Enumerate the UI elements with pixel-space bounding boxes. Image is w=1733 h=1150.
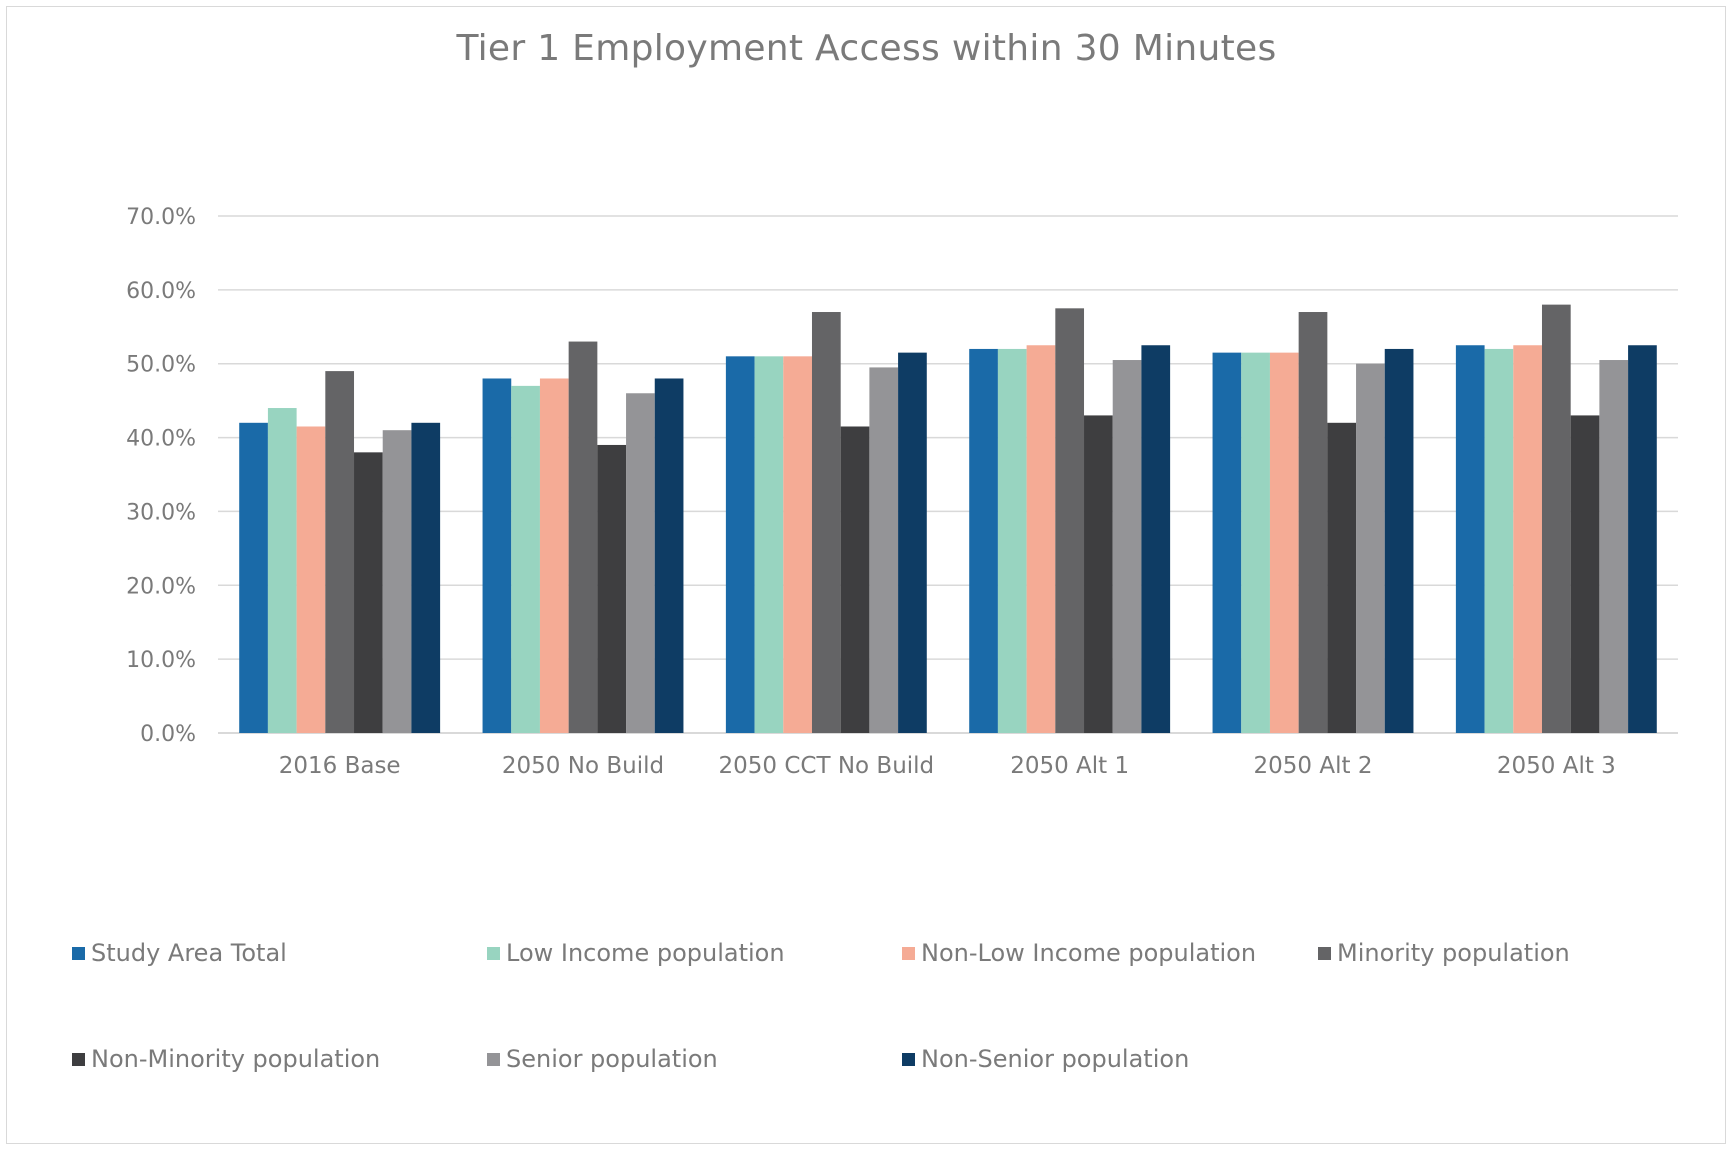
bar-low-income-population-4: [1241, 352, 1270, 733]
y-tick-label: 20.0%: [126, 574, 196, 599]
bar-non-low-income-population-0: [296, 426, 326, 733]
bar-low-income-population-0: [267, 408, 297, 733]
bar-minority-population-4: [1298, 312, 1328, 733]
x-tick-label: 2050 No Build: [502, 753, 664, 779]
bar-study-area-total-1: [482, 378, 512, 733]
y-tick-label: 30.0%: [126, 500, 196, 525]
bar-non-senior-population-4: [1384, 348, 1414, 733]
y-tick-label: 0.0%: [140, 722, 196, 747]
bar-non-low-income-population-1: [539, 378, 569, 733]
y-tick-label: 40.0%: [126, 427, 196, 452]
bar-minority-population-2: [811, 312, 841, 733]
bar-low-income-population-3: [997, 348, 1027, 733]
bar-minority-population-0: [325, 371, 355, 733]
bar-non-low-income-population-4: [1269, 352, 1299, 733]
bar-senior-population-3: [1112, 360, 1142, 733]
bar-non-minority-population-0: [354, 452, 383, 733]
bar-minority-population-5: [1541, 304, 1571, 733]
y-tick-label: 70.0%: [126, 205, 196, 230]
bar-non-senior-population-0: [411, 422, 441, 733]
bar-non-senior-population-2: [898, 352, 927, 733]
bar-senior-population-4: [1356, 363, 1385, 733]
bar-non-low-income-population-3: [1026, 345, 1056, 733]
bar-low-income-population-1: [511, 385, 540, 733]
bar-low-income-population-2: [754, 356, 784, 733]
x-tick-label: 2050 Alt 1: [1010, 753, 1129, 779]
x-tick-label: 2050 Alt 3: [1497, 753, 1616, 779]
chart-title: Tier 1 Employment Access within 30 Minut…: [456, 28, 1277, 69]
bar-study-area-total-5: [1455, 345, 1485, 733]
x-tick-label: 2050 Alt 2: [1254, 753, 1373, 779]
bar-low-income-population-5: [1484, 348, 1514, 733]
bar-study-area-total-3: [969, 348, 998, 733]
bar-non-minority-population-5: [1570, 415, 1600, 733]
y-tick-label: 50.0%: [126, 353, 196, 378]
bar-non-senior-population-5: [1628, 345, 1657, 733]
bar-senior-population-5: [1599, 360, 1629, 733]
bar-minority-population-1: [568, 341, 598, 733]
x-tick-label: 2050 CCT No Build: [719, 753, 935, 779]
bar-non-low-income-population-2: [783, 356, 812, 733]
bar-study-area-total-0: [239, 422, 268, 733]
bar-non-senior-population-3: [1141, 345, 1171, 733]
bar-study-area-total-4: [1212, 352, 1242, 733]
bar-minority-population-3: [1055, 308, 1085, 733]
y-tick-label: 10.0%: [126, 648, 196, 673]
bar-non-senior-population-1: [654, 378, 684, 733]
bar-non-minority-population-3: [1084, 415, 1113, 733]
y-tick-label: 60.0%: [126, 279, 196, 304]
bar-non-minority-population-1: [597, 444, 627, 733]
bar-study-area-total-2: [725, 356, 755, 733]
bar-senior-population-2: [869, 367, 899, 733]
bar-senior-population-0: [382, 430, 412, 733]
bar-non-minority-population-2: [840, 426, 870, 733]
bar-non-minority-population-4: [1327, 422, 1357, 733]
bar-senior-population-1: [626, 393, 655, 733]
x-tick-label: 2016 Base: [279, 753, 401, 779]
bar-non-low-income-population-5: [1513, 345, 1542, 733]
